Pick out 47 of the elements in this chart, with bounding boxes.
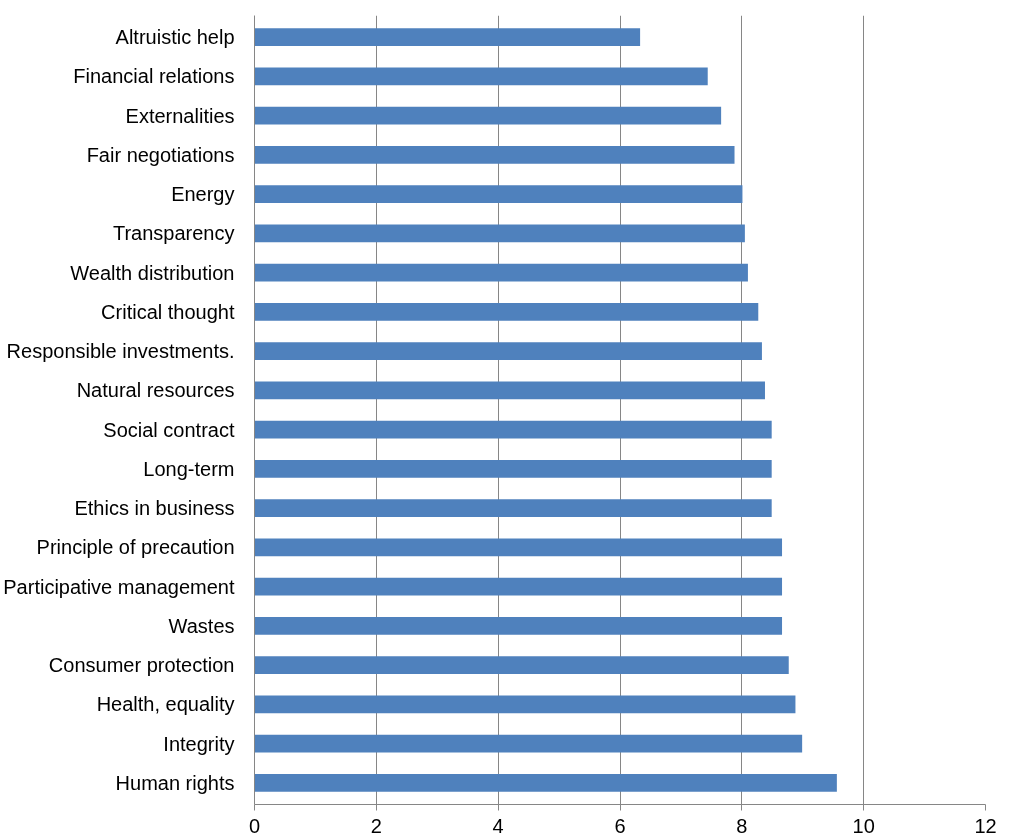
x-tick-label: 0	[248, 814, 261, 837]
y-tick-label: Energy	[171, 183, 235, 206]
bar	[254, 224, 745, 243]
x-tick-label: 4	[492, 814, 504, 837]
bar	[254, 263, 748, 282]
x-tick-label: 8	[736, 814, 748, 837]
bar	[254, 499, 772, 517]
y-tick-label: Social contract	[103, 418, 235, 441]
y-tick-label: Health, equality	[96, 693, 235, 716]
bar	[254, 342, 762, 360]
x-tick-label: 10	[852, 814, 875, 837]
y-tick-label: Externalities	[125, 104, 235, 127]
x-tick-label: 12	[974, 814, 997, 837]
y-tick-label: Financial relations	[73, 65, 235, 88]
bar	[254, 381, 765, 400]
bar	[254, 695, 796, 714]
y-tick-label: Human rights	[115, 771, 235, 794]
y-tick-label: Fair negotiations	[86, 143, 235, 166]
bar	[254, 146, 735, 164]
bar	[254, 538, 783, 557]
y-tick-label: Integrity	[163, 732, 235, 755]
bar	[254, 185, 743, 203]
bar	[254, 617, 783, 635]
bar	[254, 420, 772, 439]
bar	[254, 303, 759, 321]
bar	[254, 774, 837, 792]
y-tick-label: Altruistic help	[115, 26, 235, 49]
y-tick-label: Principle of precaution	[36, 536, 235, 559]
bar	[254, 734, 803, 753]
x-tick-label: 6	[614, 814, 626, 837]
y-tick-label: Critical thought	[101, 300, 235, 323]
bar	[254, 106, 722, 125]
bar	[254, 67, 708, 86]
y-tick-label: Natural resources	[76, 379, 235, 402]
y-tick-label: Ethics in business	[74, 497, 235, 520]
y-tick-label: Wastes	[168, 614, 235, 637]
bar	[254, 28, 641, 46]
y-tick-label: Responsible investments.	[6, 340, 235, 363]
y-tick-label: Consumer protection	[48, 654, 235, 677]
bar	[254, 460, 772, 478]
y-tick-label: Transparency	[112, 222, 235, 245]
x-tick-label: 2	[370, 814, 382, 837]
bar	[254, 656, 789, 674]
y-tick-label: Wealth distribution	[70, 261, 235, 284]
y-tick-label: Participative management	[3, 575, 235, 598]
y-tick-label: Long-term	[143, 457, 235, 480]
bar	[254, 577, 783, 596]
